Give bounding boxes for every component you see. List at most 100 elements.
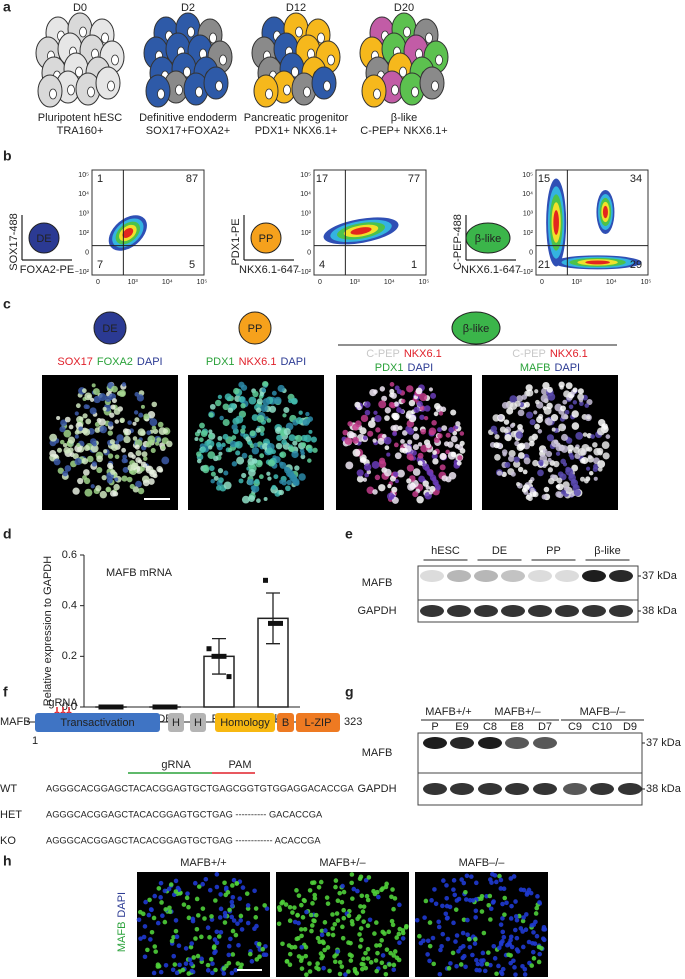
nucleus-signal: [170, 967, 176, 973]
cell-signal: [96, 455, 103, 463]
stage-day: D0: [73, 2, 87, 14]
band: [528, 570, 552, 582]
cell-signal: [240, 428, 246, 434]
nucleus-signal: [308, 912, 314, 918]
nucleus-signal: [500, 916, 505, 921]
cell-signal: [301, 442, 307, 448]
size-label: 38 kDa: [642, 605, 678, 617]
cell-signal: [560, 405, 566, 412]
nucleus-signal: [463, 964, 468, 970]
cell-signal: [277, 384, 285, 393]
nucleus-signal: [533, 919, 538, 925]
nucleus-signal: [509, 903, 514, 909]
nucleus-signal: [531, 956, 537, 961]
data-point: [167, 704, 173, 710]
band: [555, 605, 579, 617]
cell-signal: [288, 434, 296, 442]
nucleus-signal: [524, 912, 529, 917]
nucleus-signal: [454, 963, 459, 969]
cell-signal: [402, 430, 408, 436]
stage-name: Pluripotent hESC: [38, 112, 122, 124]
cell-signal: [558, 423, 567, 432]
nucleus-signal: [396, 931, 402, 937]
cell-signal: [74, 444, 83, 453]
nucleus-signal: [238, 918, 243, 923]
cell-signal: [91, 383, 96, 388]
nucleus-signal: [299, 944, 304, 950]
nucleus-signal: [359, 961, 365, 967]
nucleus-signal: [158, 895, 163, 900]
nucleus-signal: [218, 906, 224, 912]
cell-signal: [74, 457, 82, 466]
y-axis-label: Relative expression to GAPDH: [42, 556, 54, 706]
blot-row-label: GAPDH: [357, 783, 396, 795]
cell-signal: [116, 434, 124, 442]
cell-signal: [305, 411, 310, 417]
cell-signal: [517, 452, 525, 459]
cell-signal: [148, 478, 155, 485]
nucleus-signal: [319, 928, 325, 934]
cell-signal: [562, 481, 570, 489]
cell-signal: [196, 458, 202, 464]
nucleus-signal: [465, 932, 470, 937]
nucleus-signal: [373, 958, 379, 963]
stain-word: DAPI: [116, 892, 128, 918]
quadrant-value: 4: [319, 259, 325, 271]
cell-signal: [450, 451, 457, 458]
cell-signal: [271, 390, 277, 396]
cell-signal: [514, 400, 521, 407]
cell-signal: [527, 495, 533, 502]
badge-text: PP: [259, 233, 274, 245]
cell-signal: [571, 410, 579, 418]
cell-signal: [528, 435, 536, 443]
y-tick-label: 10⁵: [522, 172, 533, 179]
band: [505, 737, 529, 749]
badge: [250, 222, 282, 254]
nucleus-signal: [146, 912, 152, 918]
nucleus-signal: [283, 902, 289, 907]
nucleus-signal: [492, 956, 498, 961]
nucleus-signal: [162, 888, 168, 894]
nucleus-signal: [337, 971, 343, 977]
nucleus-signal: [339, 899, 345, 905]
cell-signal: [76, 442, 81, 448]
nucleus-signal: [334, 911, 340, 916]
cell-signal: [362, 435, 368, 441]
cell-signal: [75, 403, 81, 409]
nucleus-signal: [230, 952, 236, 957]
cell-signal: [386, 492, 395, 501]
nucleus-signal: [488, 917, 493, 922]
cell-signal: [294, 465, 300, 471]
nucleus-signal: [456, 948, 461, 954]
nucleus-signal: [472, 941, 478, 946]
lane-label: P: [431, 721, 438, 733]
nucleus: [411, 86, 419, 98]
blot-row-label: MAFB: [362, 747, 393, 759]
cell-signal: [390, 392, 397, 399]
nucleus: [327, 54, 335, 66]
cell-signal: [210, 471, 216, 477]
nucleus-signal: [514, 935, 520, 941]
cell-signal: [122, 454, 128, 460]
nucleus-signal: [341, 907, 346, 913]
panel-label: h: [3, 853, 12, 869]
nucleus-signal: [212, 937, 218, 942]
cell-signal: [200, 430, 208, 438]
cell-signal: [555, 484, 561, 489]
x-tick-label: 10³: [350, 279, 361, 286]
domain: [215, 713, 275, 732]
stage-markers: SOX17+FOXA2+: [146, 125, 230, 137]
sequence: AGGGCACGGAGCTACACGGAGTGCTGAG -----------…: [46, 835, 321, 845]
nucleus-signal: [210, 961, 215, 967]
cell-signal: [279, 479, 284, 484]
nucleus-signal: [467, 944, 473, 950]
quadrant-value: 34: [630, 173, 642, 185]
cell-signal: [542, 381, 550, 390]
cell-signal: [413, 406, 420, 413]
nucleus-signal: [183, 961, 189, 966]
cell-signal: [383, 436, 392, 445]
nucleus-signal: [217, 915, 223, 920]
cell-signal: [273, 396, 282, 405]
nucleus-signal: [524, 892, 530, 897]
nucleus-signal: [263, 952, 269, 958]
